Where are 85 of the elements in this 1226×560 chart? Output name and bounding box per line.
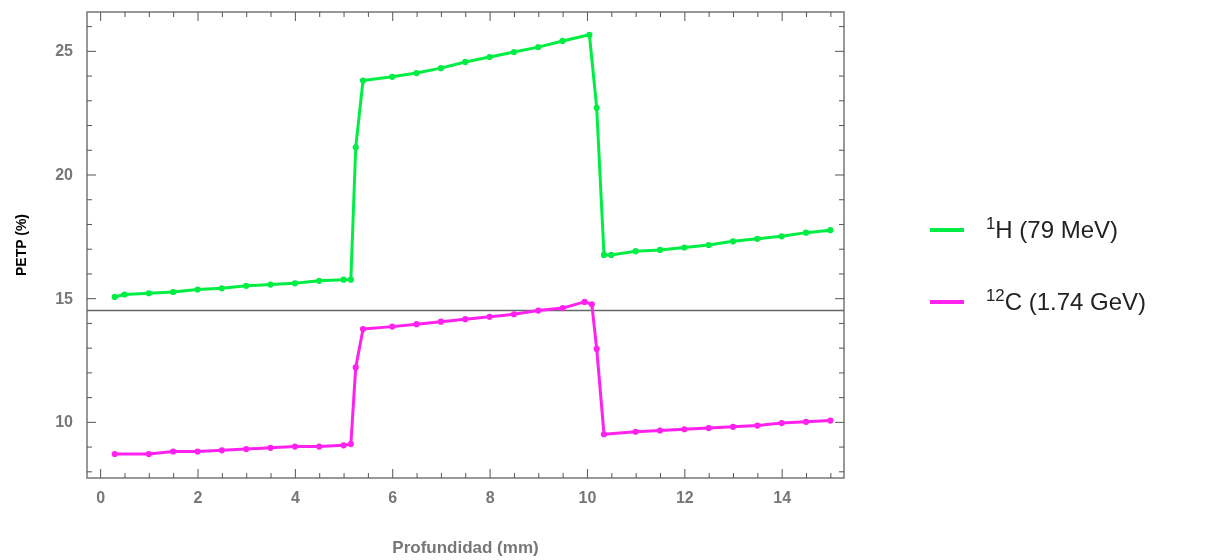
y-tick-label: 10 [55,413,74,431]
x-tick-label: 8 [485,489,495,507]
point [486,313,493,320]
point [827,227,834,234]
x-tick-label: 14 [773,489,792,507]
point [218,285,225,292]
x-tick-label: 4 [290,489,300,507]
point [413,321,420,328]
point [593,104,600,111]
point [267,281,274,288]
point [194,286,201,293]
point [352,144,359,151]
point [510,48,518,56]
point [267,444,274,451]
point [413,70,420,77]
point [347,276,354,283]
x-axis-title: Profundidad (mm) [392,538,539,557]
point [170,448,177,455]
point [729,238,737,245]
point [218,447,225,454]
point [111,450,118,458]
point [291,280,298,287]
point [827,417,834,424]
point [802,229,810,236]
point [243,445,250,453]
legend-label: $^{12}$C (1.74 GeV) [986,285,1147,315]
point [559,37,566,45]
point [588,301,595,308]
point [729,423,737,430]
point [535,44,542,51]
point [600,251,608,258]
point [437,65,445,72]
point [535,307,542,314]
x-tick-label: 12 [675,489,694,507]
point [170,288,177,296]
point [802,418,810,425]
point [462,316,469,323]
point [316,277,323,284]
point [111,293,118,301]
point [681,426,688,433]
point [656,427,664,434]
point [586,31,593,38]
point [593,345,600,352]
point [559,304,566,312]
point [347,441,354,448]
point [359,77,367,84]
y-tick-label: 25 [55,42,74,60]
point [437,318,445,325]
point [389,73,396,80]
point [194,448,201,455]
point [754,235,761,242]
point [359,326,367,333]
point [243,282,250,289]
point [145,290,152,297]
point [352,364,359,371]
point [778,233,785,240]
point [462,58,469,66]
point [581,298,588,305]
point [608,251,615,258]
point [600,431,608,438]
point [389,323,396,330]
point [681,244,688,251]
point [632,428,639,435]
point [705,241,712,249]
point [145,450,152,458]
x-tick-label: 6 [388,489,398,507]
y-tick-label: 15 [55,289,74,307]
y-axis-title: PETP (%) [13,214,29,276]
point [340,276,347,283]
x-tick-label: 2 [193,489,203,507]
point [291,443,298,450]
point [340,442,347,449]
legend-label: $^{1}$H (79 MeV) [986,213,1119,243]
point [754,422,761,429]
point [705,424,712,432]
x-tick-label: 0 [96,489,106,507]
x-tick-label: 10 [578,489,597,507]
point [510,311,518,318]
point [316,443,323,450]
point [656,246,664,254]
point [778,420,785,427]
point [121,291,128,298]
point [486,53,493,61]
y-tick-label: 20 [55,166,74,184]
point [632,248,639,255]
